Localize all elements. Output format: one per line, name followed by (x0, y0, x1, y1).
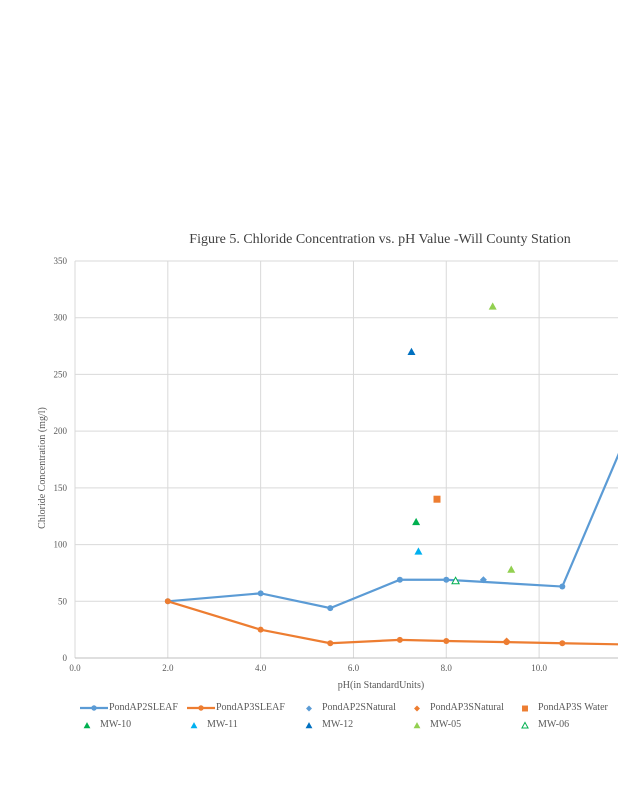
x-tick-label: 10.0 (531, 663, 547, 673)
y-tick-label: 100 (54, 540, 68, 550)
y-axis-label: Chloride Concentration (mg/l) (37, 407, 48, 529)
legend-marker (190, 722, 198, 729)
legend-swatch (306, 705, 312, 712)
legend-label: MW-10 (100, 719, 132, 731)
series-pondap2snatural (479, 576, 487, 584)
series-line (167, 452, 618, 610)
legend-swatch (413, 722, 421, 729)
x-axis-label: pH(in StandardUnits) (338, 680, 424, 691)
legend-label: PondAP2SNatural (322, 702, 396, 714)
data-point (503, 637, 511, 645)
y-tick-label: 300 (54, 313, 68, 323)
legend-marker (198, 705, 204, 711)
series-mw-11 (414, 547, 423, 555)
data-point (488, 302, 497, 310)
y-tick-label: 350 (54, 256, 68, 266)
series-pondap3sleaf (164, 598, 618, 647)
legend-label: PondAP3S Water (538, 702, 608, 714)
legend-marker (414, 705, 420, 712)
data-point (433, 495, 441, 503)
legend-swatch (187, 705, 215, 711)
y-tick-label: 200 (54, 426, 68, 436)
x-tick-label: 2.0 (162, 663, 174, 673)
y-tick-label: 0 (63, 653, 68, 663)
data-point (257, 626, 264, 633)
series-pondap3s-water (433, 495, 441, 503)
series-pondap2sleaf (164, 452, 618, 612)
data-point (443, 576, 450, 583)
y-tick-label: 150 (54, 483, 68, 493)
data-point (451, 576, 461, 585)
legend-marker (305, 722, 313, 729)
legend-marker (83, 722, 91, 729)
legend-label: MW-06 (538, 719, 570, 731)
legend-label: PondAP2SLEAF (109, 702, 178, 714)
legend-item: PondAP2SLEAF (80, 702, 178, 714)
series-pondap3snatural (503, 637, 511, 645)
data-point (396, 576, 403, 583)
legend-swatch (305, 722, 313, 729)
series-mw-12 (407, 347, 416, 355)
legend-swatch (414, 705, 420, 712)
series-line (167, 600, 618, 646)
legend-label: MW-11 (207, 719, 238, 731)
legend-swatch (80, 705, 108, 711)
legend-label: PondAP3SNatural (430, 702, 504, 714)
legend-item: PondAP3SLEAF (187, 702, 285, 714)
legend-label: MW-12 (322, 719, 354, 731)
legend-item: PondAP3SNatural (410, 702, 504, 714)
data-point (396, 636, 403, 643)
legend-swatch (522, 705, 528, 712)
data-point (507, 565, 516, 573)
legend-marker (521, 721, 529, 729)
legend-item: MW-11 (187, 719, 238, 731)
data-point (479, 576, 487, 584)
data-point (559, 640, 566, 647)
axes: 0 50 100 150 200 250 300 350 0.0 2.0 4.0 6.0 8.0 10.0 (54, 256, 618, 673)
legend-item: MW-10 (80, 719, 131, 731)
series-layer (164, 302, 618, 647)
data-point (327, 605, 334, 612)
series-mw-05 (488, 302, 516, 573)
data-point (559, 583, 566, 590)
legend-item: PondAP3S Water (518, 702, 608, 714)
y-tick-label: 250 (54, 369, 68, 379)
y-tick-label: 50 (58, 596, 68, 606)
legend-marker (413, 722, 421, 729)
grid-lines (74, 260, 618, 659)
legend-item: PondAP2SNatural (302, 702, 396, 714)
legend-item: MW-05 (410, 719, 461, 731)
legend-marker (522, 705, 528, 712)
legend-marker (91, 705, 97, 711)
data-point (407, 347, 416, 355)
chart-title: Figure 5. Chloride Concentration vs. pH … (189, 232, 571, 247)
data-point (327, 640, 334, 647)
series-mw-06 (451, 576, 461, 585)
legend-label: MW-05 (430, 719, 462, 731)
x-tick-label: 0.0 (69, 663, 81, 673)
legend-item: MW-06 (518, 719, 569, 731)
series-mw-10 (412, 517, 421, 526)
legend-item: MW-12 (302, 719, 353, 731)
legend-marker (306, 705, 312, 712)
data-point (414, 547, 423, 555)
x-tick-label: 8.0 (441, 663, 453, 673)
data-point (412, 517, 421, 526)
data-point (164, 598, 171, 605)
legend-swatch (190, 722, 198, 729)
data-point (257, 590, 264, 597)
x-tick-label: 6.0 (348, 663, 360, 673)
x-tick-label: 4.0 (255, 663, 267, 673)
data-point (443, 637, 450, 644)
legend-swatch (521, 721, 529, 729)
legend-swatch (83, 722, 91, 729)
legend-label: PondAP3SLEAF (216, 702, 285, 714)
